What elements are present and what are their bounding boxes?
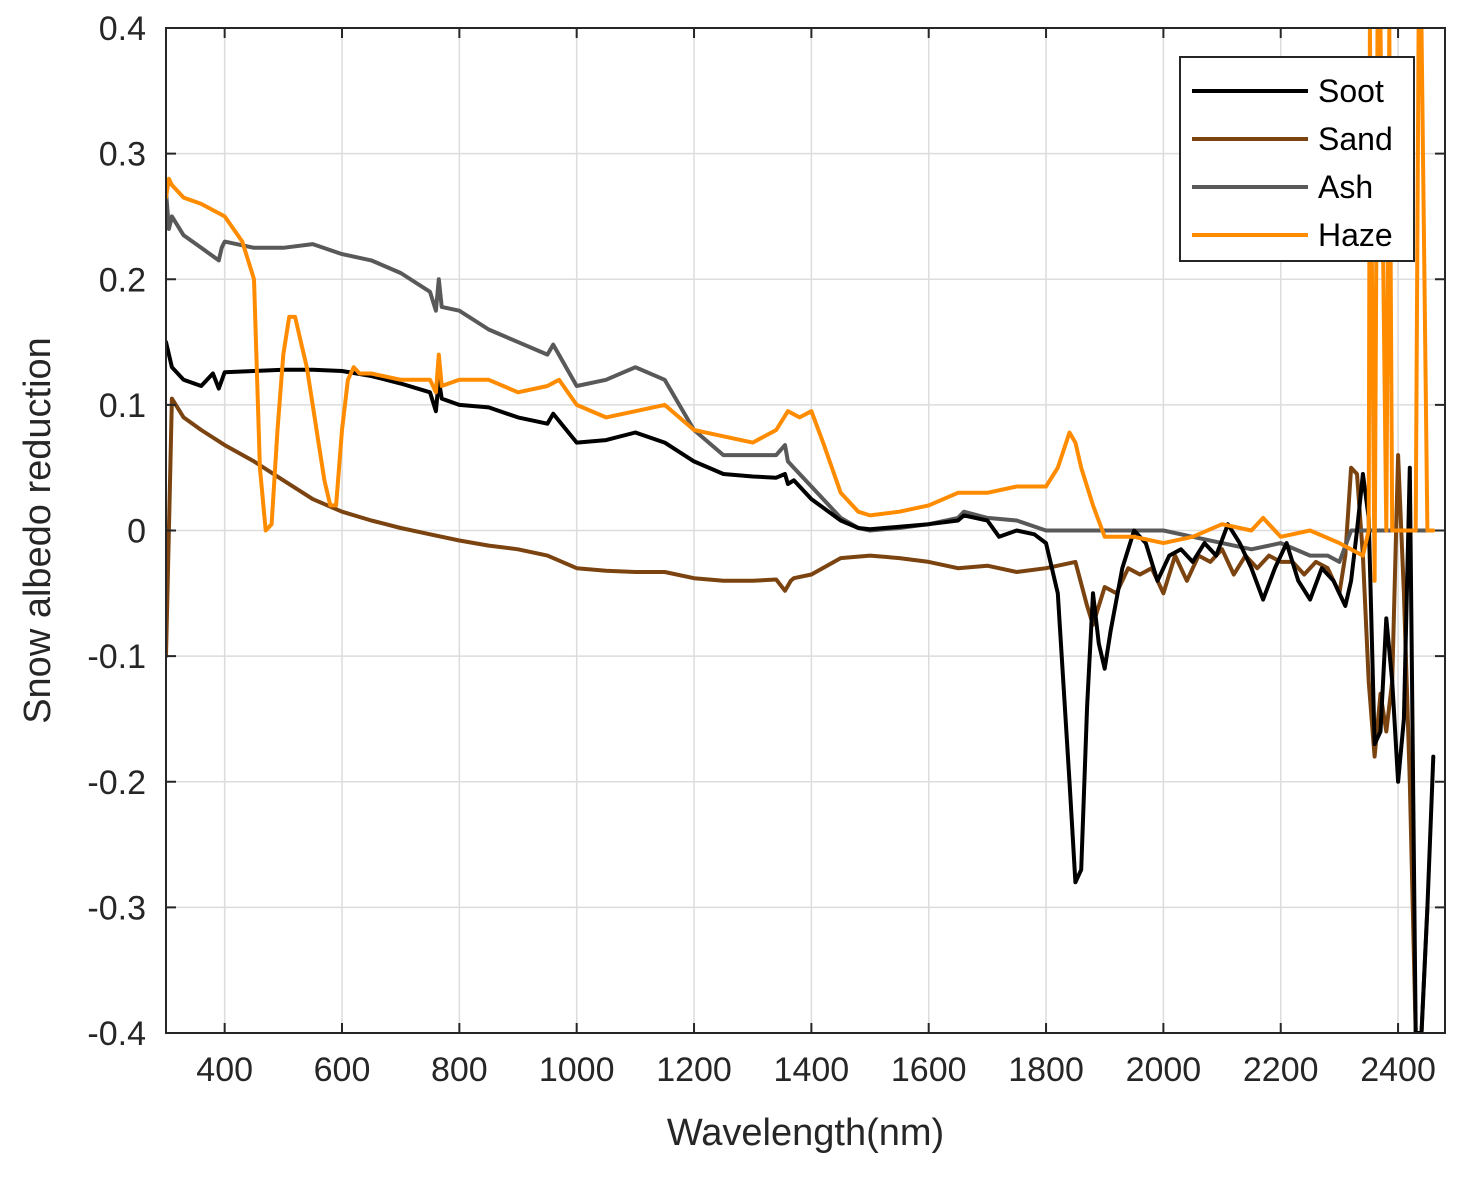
x-tick-label: 1000 [539, 1051, 615, 1089]
y-tick-label: -0.3 [87, 889, 146, 927]
legend-label-soot: Soot [1318, 73, 1384, 109]
legend-label-haze: Haze [1318, 217, 1393, 253]
y-tick-label: -0.2 [87, 764, 146, 802]
x-tick-label: 1600 [891, 1051, 967, 1089]
x-tick-label: 2000 [1126, 1051, 1202, 1089]
x-tick-label: 600 [314, 1051, 371, 1089]
y-tick-label: -0.1 [87, 638, 146, 676]
legend-label-sand: Sand [1318, 121, 1393, 157]
y-tick-label: 0.4 [99, 10, 146, 48]
y-tick-label: 0.1 [99, 387, 146, 425]
x-tick-label: 800 [431, 1051, 488, 1089]
y-tick-label: 0.3 [99, 136, 146, 174]
x-axis-title: Wavelength(nm) [667, 1112, 944, 1154]
y-axis-title: Snow albedo reduction [17, 337, 59, 724]
y-tick-label: -0.4 [87, 1015, 146, 1053]
x-tick-label: 1800 [1008, 1051, 1084, 1089]
x-tick-label: 400 [196, 1051, 253, 1089]
axis-ticks: 400 600 800 1000 1200 1400 1600 1800 2000 2200 240… [87, 10, 1445, 1089]
x-tick-label: 1200 [656, 1051, 732, 1089]
y-tick-label: 0.2 [99, 261, 146, 299]
x-tick-label: 2400 [1360, 1051, 1436, 1089]
legend: Soot Sand Ash Haze [1179, 56, 1415, 262]
legend-label-ash: Ash [1318, 169, 1373, 205]
series-line-sand [166, 396, 1430, 1033]
x-tick-label: 2200 [1243, 1051, 1319, 1089]
y-tick-label: 0 [127, 513, 146, 551]
series-line-soot [166, 340, 1436, 1033]
series-line-ash [166, 189, 1430, 564]
x-tick-label: 1400 [774, 1051, 850, 1089]
series-lines [166, 28, 1436, 1033]
series-line-haze [166, 28, 1436, 583]
